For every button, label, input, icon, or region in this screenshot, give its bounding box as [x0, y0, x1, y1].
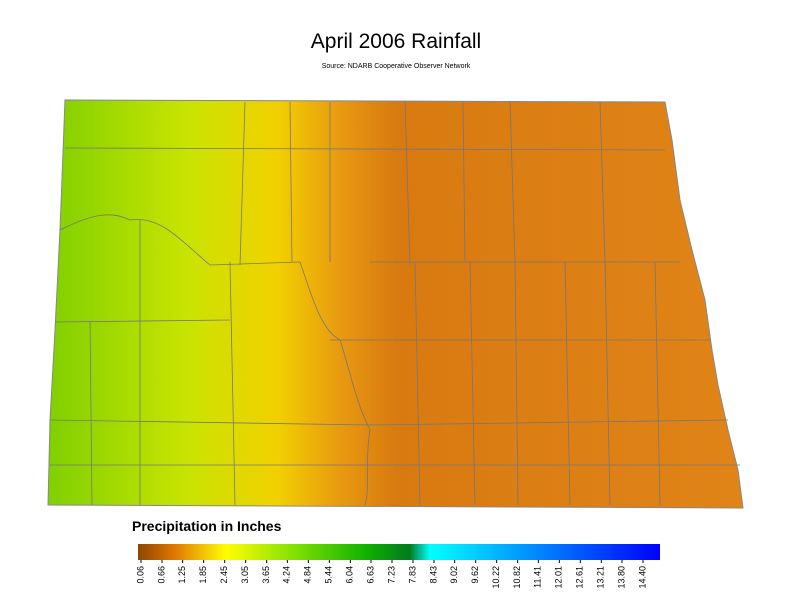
legend-tick-label: 5.44 [324, 566, 334, 584]
legend-tick-label: 0.66 [156, 566, 166, 584]
legend-tick-label: 6.04 [345, 566, 355, 584]
legend-tick-label: 9.62 [470, 566, 480, 584]
legend-tick-label: 1.25 [177, 566, 187, 584]
legend-color-bar [138, 544, 660, 560]
legend-tick-label: 7.23 [386, 566, 396, 584]
legend-tick-label: 7.83 [407, 566, 417, 584]
legend-tick-label: 12.61 [575, 566, 585, 589]
legend-tick-label: 13.80 [616, 566, 626, 589]
map-title: April 2006 Rainfall [311, 30, 481, 53]
legend-tick-label: 12.01 [554, 566, 564, 589]
legend-tick-label: 13.21 [596, 566, 606, 589]
state-map [47, 99, 744, 509]
legend-tick-label: 2.45 [219, 566, 229, 584]
legend-tick-label: 3.05 [240, 566, 250, 584]
legend-tick-label: 1.85 [198, 566, 208, 584]
legend-title: Precipitation in Inches [132, 518, 282, 534]
legend-tick-label: 0.06 [135, 566, 145, 584]
legend-tick-label: 4.24 [282, 566, 292, 584]
legend-tick-label: 10.82 [512, 566, 522, 589]
legend-tick-label: 3.65 [261, 566, 271, 584]
legend-tick-label: 9.02 [449, 566, 459, 584]
legend-tick-label: 10.22 [491, 566, 501, 589]
map-source: Source: NDARB Cooperative Observer Netwo… [322, 63, 471, 70]
legend-tick-label: 11.41 [533, 566, 543, 588]
legend-tick-label: 4.84 [303, 566, 313, 584]
legend-ticks: 0.06 0.66 1.25 1.85 2.45 3.05 3.65 4.24 4.84 5.44… [135, 560, 647, 589]
legend-tick-label: 8.43 [428, 566, 438, 584]
legend-tick-label: 14.40 [637, 566, 647, 589]
legend-tick-label: 6.63 [365, 566, 375, 584]
